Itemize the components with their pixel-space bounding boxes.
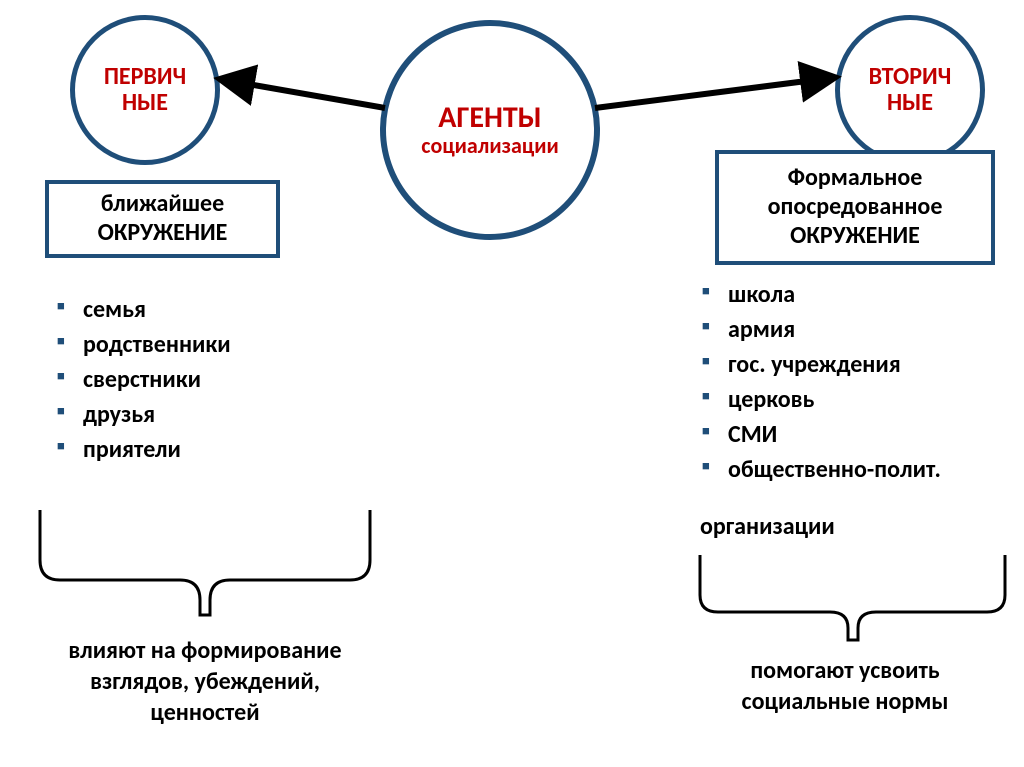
right-bottom-line1: помогают усвоить	[690, 655, 1000, 686]
list-item: гос. учреждения	[700, 350, 941, 379]
list-item: родственники	[55, 330, 231, 359]
right-bullet-list: школа армия гос. учреждения церковь СМИ общес…	[700, 280, 941, 490]
arrow-right	[595, 78, 830, 108]
center-circle: АГЕНТЫ социализации	[380, 20, 600, 240]
list-item: друзья	[55, 400, 231, 429]
right-bottom-line2: социальные нормы	[690, 686, 1000, 717]
list-item: церковь	[700, 385, 941, 414]
left-box: ближайшее ОКРУЖЕНИЕ	[45, 180, 280, 258]
list-item: школа	[700, 280, 941, 309]
left-circle-line1: ПЕРВИЧ	[104, 64, 186, 90]
left-box-line2: ОКРУЖЕНИЕ	[98, 219, 228, 248]
left-bullet-list: семья родственники сверстники друзья приятел…	[55, 295, 231, 470]
left-bottom-line3: ценностей	[25, 697, 385, 728]
right-circle: ВТОРИЧ НЫЕ	[835, 15, 985, 165]
list-item: приятели	[55, 435, 231, 464]
right-circle-line1: ВТОРИЧ	[869, 64, 952, 90]
center-title-line2: социализации	[421, 134, 558, 158]
right-circle-line2: НЫЕ	[887, 90, 933, 116]
brace-right	[700, 555, 1005, 640]
right-box: Формальное опосредованное ОКРУЖЕНИЕ	[715, 150, 995, 265]
brace-left	[40, 510, 370, 615]
right-box-line3: ОКРУЖЕНИЕ	[790, 222, 920, 251]
right-bullets-trailing: организации	[700, 512, 835, 541]
list-item: семья	[55, 295, 231, 324]
right-box-line1: Формальное	[788, 164, 923, 193]
list-item: армия	[700, 315, 941, 344]
list-item: общественно-полит.	[700, 455, 941, 484]
left-box-line1: ближайшее	[101, 190, 224, 219]
center-title-line1: АГЕНТЫ	[438, 101, 542, 134]
arrow-left	[225, 80, 385, 108]
left-circle-line2: НЫЕ	[122, 90, 168, 116]
left-circle: ПЕРВИЧ НЫЕ	[70, 15, 220, 165]
right-box-line2: опосредованное	[768, 193, 943, 222]
left-bottom-line2: взглядов, убеждений,	[25, 666, 385, 697]
right-bottom-text: помогают усвоить социальные нормы	[690, 655, 1000, 717]
list-item: СМИ	[700, 420, 941, 449]
left-bottom-text: влияют на формирование взглядов, убежден…	[25, 635, 385, 729]
left-bottom-line1: влияют на формирование	[25, 635, 385, 666]
list-item: сверстники	[55, 365, 231, 394]
